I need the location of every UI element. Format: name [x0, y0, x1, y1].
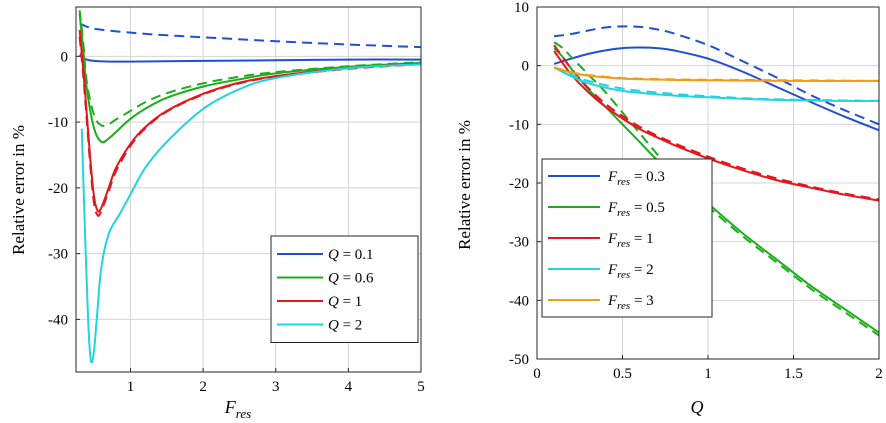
legend-label: Q = 0.6: [328, 271, 374, 287]
x-tick-label: 0.5: [613, 366, 632, 382]
x-tick-label: 2: [199, 379, 207, 395]
legend-label: Q = 1: [328, 294, 362, 310]
series-line-q-1-dashed: [78, 36, 421, 217]
legend-item: Q = 2: [277, 318, 362, 334]
y-tick-label: -40: [48, 312, 68, 328]
x-tick-label: 2: [875, 366, 883, 382]
x-tick-label: 1: [704, 366, 712, 382]
series-line-q-0-6-dashed: [78, 10, 421, 127]
series-line-q-0-1-dashed: [79, 22, 421, 49]
legend-label: Fres = 1: [607, 231, 654, 250]
y-tick-label: -30: [509, 235, 529, 251]
legend: Fres = 0.3 Fres = 0.5 Fres = 1 Fres = 2 Fres…: [541, 158, 713, 318]
y-tick-label: -10: [509, 117, 529, 133]
series-line-fres-2-dashed: [553, 66, 879, 102]
y-tick-label: -30: [48, 247, 68, 263]
x-tick-label: 1.5: [784, 366, 803, 382]
legend-label: Fres = 3: [607, 293, 654, 312]
y-axis-label: Relative error in %: [455, 120, 474, 250]
chart-2: 0 0.5 1 1.5 2 10 0 -10 -20 -30 -40 -50 Relative erro…: [455, 0, 883, 417]
legend-item: Fres = 0.3: [548, 169, 665, 188]
plot-frame: [75, 6, 422, 373]
y-axis-label: Relative error in %: [9, 125, 28, 255]
series-line-q-0-6-solid: [78, 13, 421, 144]
legend-label: Fres = 0.3: [607, 169, 665, 188]
y-tick-label: -20: [48, 181, 68, 197]
legend-item: Q = 1: [277, 294, 362, 310]
legend-label: Q = 0.1: [328, 247, 374, 263]
series-line-fres-3-dashed: [553, 66, 879, 82]
series-line-fres-1-solid: [553, 50, 879, 202]
legend-item: Q = 0.1: [277, 247, 374, 263]
y-tick-label: -50: [509, 352, 529, 368]
series-line-fres-0-5-dashed: [553, 41, 879, 337]
y-tick-label: -10: [48, 115, 68, 131]
x-axis-label: Fres: [224, 397, 251, 421]
y-tick-label: 0: [522, 59, 530, 75]
series-line-fres-1-dashed: [553, 44, 879, 201]
y-tick-label: -40: [509, 293, 529, 309]
x-axis-label: Q: [691, 397, 704, 417]
legend-item: Fres = 2: [548, 262, 654, 281]
y-tick-label: -20: [509, 176, 529, 192]
x-tick-label: 0: [533, 366, 541, 382]
chart-1: 1 2 3 4 5 0 -10 -20 -30 -40 Relative error in % Fre…: [9, 6, 425, 421]
legend-item: Fres = 0.5: [548, 200, 665, 219]
x-tick-label: 3: [272, 379, 280, 395]
legend-item: Q = 0.6: [277, 271, 374, 287]
x-tick-label: 4: [345, 379, 353, 395]
series-line-q-2-solid: [80, 63, 421, 364]
y-tick-label: 0: [61, 49, 69, 65]
legend-item: Fres = 1: [548, 231, 654, 250]
x-tick-label: 5: [417, 379, 425, 395]
legend-label: Fres = 2: [607, 262, 654, 281]
legend-item: Fres = 3: [548, 293, 654, 312]
x-tick-label: 1: [127, 379, 135, 395]
y-tick-label: 10: [514, 0, 529, 16]
legend: Q = 0.1 Q = 0.6 Q = 1 Q = 2: [270, 235, 419, 343]
series-line-fres-0-3-dashed: [553, 25, 879, 126]
legend-label: Fres = 0.5: [607, 200, 665, 219]
legend-label: Q = 2: [328, 318, 362, 334]
